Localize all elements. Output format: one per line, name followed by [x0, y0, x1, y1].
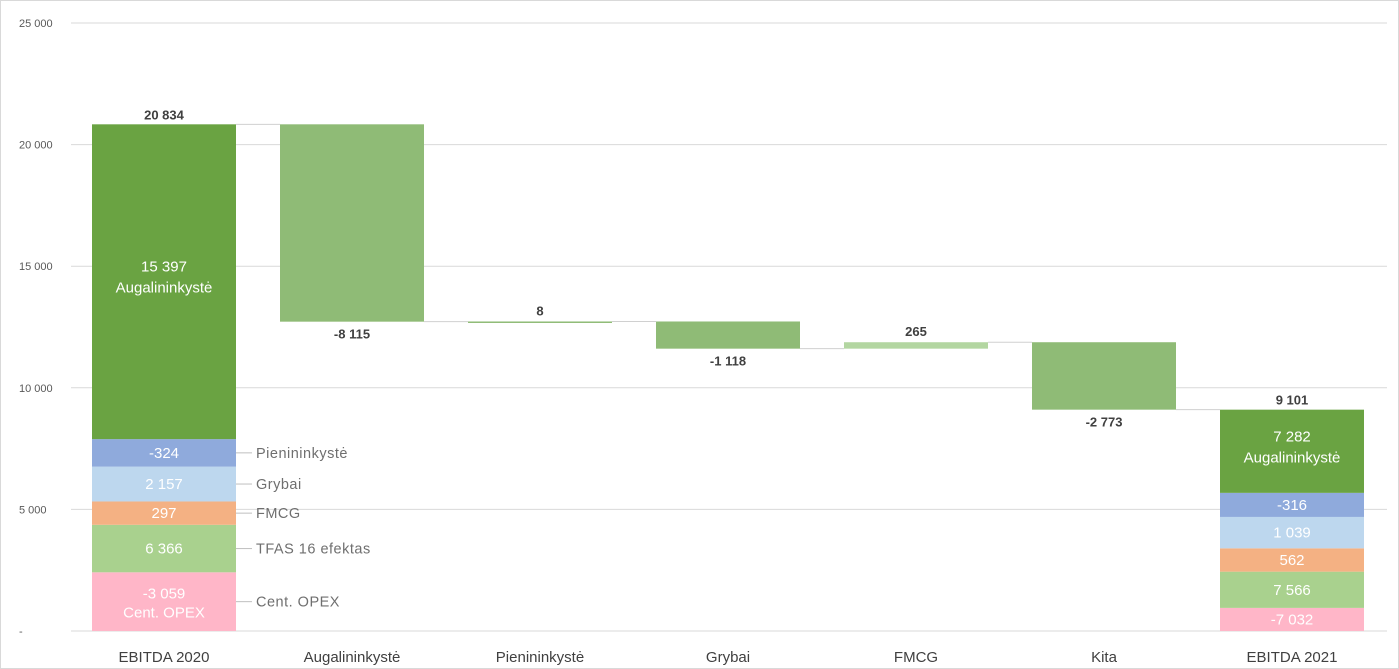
total-bar-segment — [1220, 516, 1364, 549]
y-tick-label: 15 000 — [19, 261, 53, 273]
total-bar-segment — [92, 572, 236, 631]
y-tick-label: - — [19, 626, 23, 638]
y-tick-label: 10 000 — [19, 383, 53, 395]
segment-value-label: 15 397 — [141, 259, 187, 276]
segment-value-label: -3 059 — [143, 586, 186, 603]
callout-label: Cent. OPEX — [256, 595, 340, 611]
callout-label: Grybai — [256, 477, 302, 493]
change-bar — [656, 321, 800, 349]
segment-value-label: 7 566 — [1273, 582, 1311, 599]
total-bar-segment — [1220, 492, 1364, 517]
grid-layer: - 5 000 10 000 15 000 20 000 25 000 — [19, 18, 1387, 638]
segment-value-label: -316 — [1277, 497, 1307, 514]
x-category-label: Kita — [1091, 649, 1118, 666]
segment-name-label: Augalininkystė — [1244, 449, 1341, 466]
segment-value-label: 2 157 — [145, 476, 183, 493]
segment-value-label: 297 — [151, 505, 176, 522]
callout-label: TFAS 16 efektas — [256, 542, 371, 558]
change-value-label: 8 — [536, 303, 543, 318]
segment-value-label: 1 039 — [1273, 525, 1311, 542]
total-bar-segment — [92, 439, 236, 467]
total-bar-segment — [92, 466, 236, 502]
total-bar-segment — [92, 124, 236, 440]
total-bar-segment — [1220, 571, 1364, 608]
segment-value-label: 6 366 — [145, 541, 183, 558]
total-bar-segment — [92, 524, 236, 573]
total-value-label: 20 834 — [144, 107, 185, 122]
segment-value-label: 562 — [1279, 552, 1304, 569]
x-category-label: FMCG — [894, 649, 938, 666]
callout-label: Pienininkystė — [256, 446, 348, 462]
change-value-label: -1 118 — [710, 354, 746, 369]
total-bar-segment — [1220, 607, 1364, 631]
change-value-label: 265 — [905, 324, 927, 339]
y-tick-label: 20 000 — [19, 140, 53, 152]
y-tick-label: 25 000 — [19, 18, 53, 30]
change-bar — [280, 124, 424, 322]
connector-layer — [236, 123, 1220, 411]
segment-value-label: -7 032 — [1271, 611, 1314, 628]
x-category-label: EBITDA 2021 — [1247, 649, 1338, 666]
callout-label: FMCG — [256, 506, 301, 522]
bar-layer — [92, 124, 1364, 631]
y-tick-label: 5 000 — [19, 504, 47, 516]
total-value-label: 9 101 — [1276, 393, 1309, 408]
x-category-label: Augalininkystė — [304, 649, 401, 666]
change-value-label: -2 773 — [1086, 415, 1123, 430]
label-layer: EBITDA 2020 Augalininkystė Pienininkystė Gr… — [116, 107, 1341, 666]
x-category-label: Pienininkystė — [496, 649, 584, 666]
segment-name-label: Augalininkystė — [116, 280, 213, 297]
change-bar — [468, 321, 612, 323]
total-bar-segment — [92, 501, 236, 525]
change-bar — [1032, 342, 1176, 410]
x-category-label: Grybai — [706, 649, 750, 666]
change-bar — [844, 342, 988, 349]
change-value-label: -8 115 — [334, 327, 370, 342]
x-category-label: EBITDA 2020 — [119, 649, 210, 666]
segment-name-label: Cent. OPEX — [123, 605, 205, 622]
total-bar-segment — [1220, 409, 1364, 493]
total-bar-segment — [1220, 548, 1364, 572]
segment-value-label: -324 — [149, 445, 179, 462]
segment-value-label: 7 282 — [1273, 428, 1311, 445]
